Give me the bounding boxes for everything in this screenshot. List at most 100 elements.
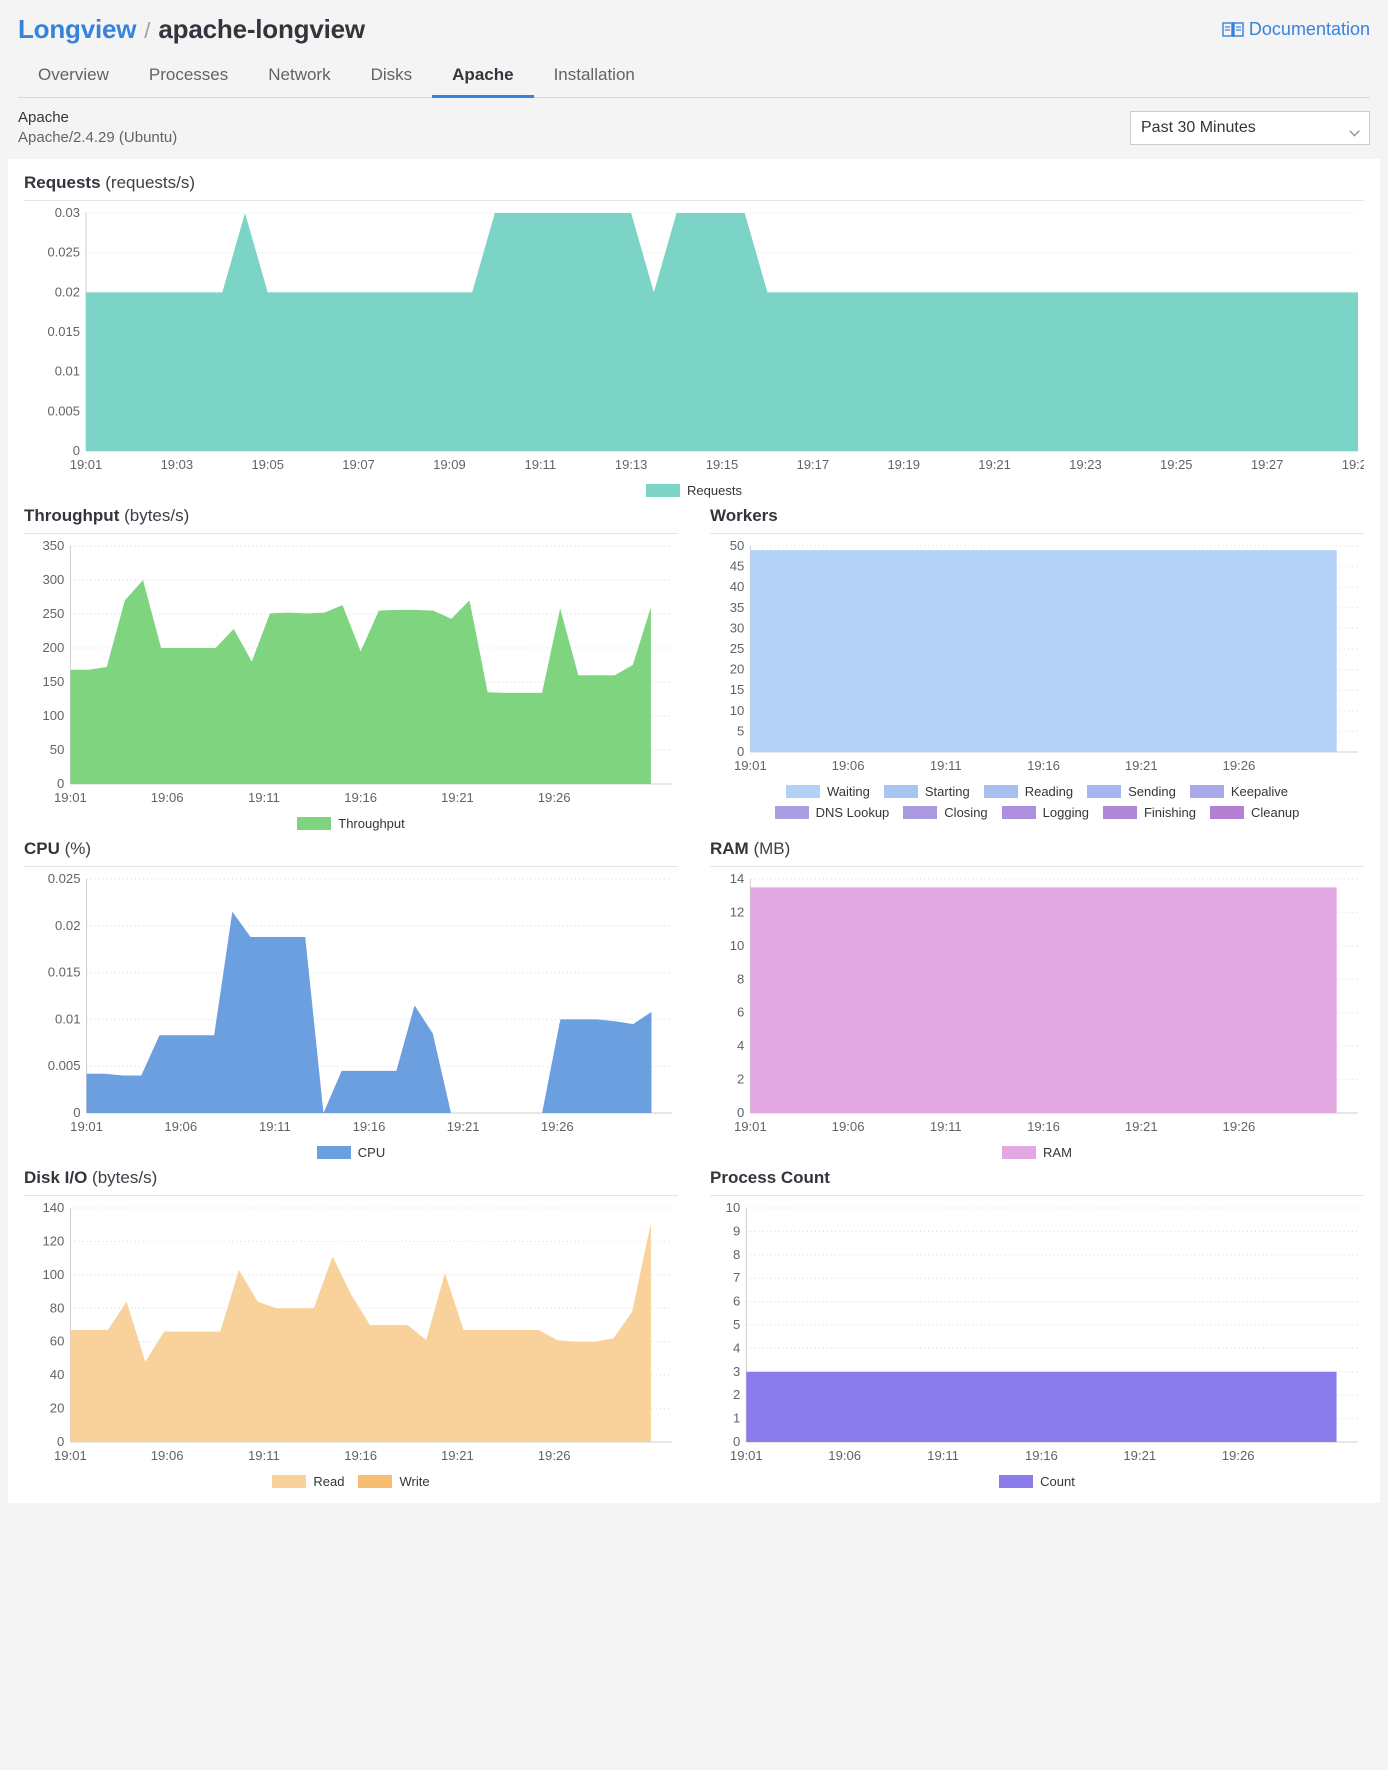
legend-swatch <box>883 784 918 798</box>
chart-workers-plot[interactable]: 0 5 10 15 20 25 30 35 40 45 50 19:01 19:06 19:11 19:16… <box>710 538 1364 778</box>
tab-network[interactable]: Network <box>248 57 350 98</box>
svg-text:5: 5 <box>733 1317 740 1332</box>
legend-item-cleanup[interactable]: Cleanup <box>1209 804 1300 820</box>
tab-processes[interactable]: Processes <box>129 57 248 98</box>
svg-text:9: 9 <box>733 1223 740 1238</box>
time-range-select[interactable]: Past 30 Minutes <box>1130 111 1370 146</box>
svg-text:19:06: 19:06 <box>151 790 184 805</box>
svg-text:19:26: 19:26 <box>1223 758 1256 773</box>
svg-text:40: 40 <box>730 579 745 594</box>
legend-swatch <box>297 816 332 830</box>
tab-disks[interactable]: Disks <box>351 57 433 98</box>
app-version: Apache/2.4.29 (Ubuntu) <box>18 129 178 147</box>
svg-text:19:21: 19:21 <box>447 1119 480 1134</box>
svg-text:0.025: 0.025 <box>47 244 80 259</box>
legend-label: Throughput <box>338 815 405 831</box>
chart-throughput: Throughput (bytes/s) 0 50 100 150 200 250 300 3… <box>8 498 694 831</box>
svg-text:19:26: 19:26 <box>541 1119 574 1134</box>
chart-process-count-plot[interactable]: 0 1 2 3 4 5 6 7 8 9 10 19:01 19:06 19:11 19:16 19:21 19:… <box>710 1200 1364 1468</box>
svg-text:100: 100 <box>42 1266 64 1281</box>
chart-requests-plot[interactable]: 0 0.005 0.01 0.015 0.02 0.025 0.03 19:01 19:03 19… <box>24 205 1364 477</box>
chart-throughput-legend: Throughput <box>24 816 678 831</box>
svg-text:30: 30 <box>730 620 745 635</box>
charts-panel: Requests (requests/s) 0 0.005 0.01 0.015 0.0… <box>8 158 1380 1503</box>
svg-text:19:26: 19:26 <box>1222 1448 1255 1463</box>
svg-text:19:05: 19:05 <box>251 457 284 472</box>
legend-item-dns-lookup[interactable]: DNS Lookup <box>774 805 889 820</box>
legend-swatch <box>1001 805 1036 819</box>
legend-item-ram[interactable]: RAM <box>1002 1145 1072 1160</box>
svg-text:19:11: 19:11 <box>927 1448 959 1463</box>
chart-process-count-title-text: Process Count <box>710 1167 830 1187</box>
svg-text:5: 5 <box>737 723 744 738</box>
legend-item-logging[interactable]: Logging <box>1001 805 1089 820</box>
svg-text:19:01: 19:01 <box>54 790 87 805</box>
chart-requests-title: Requests (requests/s) <box>24 173 1364 201</box>
legend-swatch <box>358 1474 393 1488</box>
legend-item-cpu[interactable]: CPU <box>316 1144 386 1160</box>
legend-item-write[interactable]: Write <box>358 1473 430 1489</box>
legend-item-reading[interactable]: Reading <box>983 784 1073 799</box>
legend-label: Waiting <box>827 783 870 799</box>
svg-text:20: 20 <box>730 661 745 676</box>
legend-label: Count <box>1040 1473 1075 1489</box>
svg-text:19:27: 19:27 <box>1251 457 1284 472</box>
svg-text:0: 0 <box>57 776 64 791</box>
legend-item-keepalive[interactable]: Keepalive <box>1189 784 1288 799</box>
breadcrumb-separator: / <box>144 18 151 43</box>
svg-text:19:16: 19:16 <box>1025 1448 1058 1463</box>
breadcrumb-root-link[interactable]: Longview <box>18 14 137 44</box>
svg-text:4: 4 <box>733 1340 740 1355</box>
chart-cpu-plot[interactable]: 0 0.005 0.01 0.015 0.02 0.025 19:01 19:06 19:11 1… <box>24 871 678 1139</box>
chart-requests-unit: (requests/s) <box>105 172 196 192</box>
tab-overview[interactable]: Overview <box>18 57 129 98</box>
time-range-value: Past 30 Minutes <box>1141 119 1256 137</box>
chart-throughput-title: Throughput (bytes/s) <box>24 506 678 534</box>
chart-throughput-plot[interactable]: 0 50 100 150 200 250 300 350 19:01 19:06 19:11 19:1… <box>24 538 678 810</box>
svg-text:19:26: 19:26 <box>538 790 571 805</box>
svg-text:19:06: 19:06 <box>164 1119 197 1134</box>
legend-item-starting[interactable]: Starting <box>883 783 970 799</box>
legend-label: Cleanup <box>1250 804 1300 820</box>
svg-text:19:07: 19:07 <box>342 457 375 472</box>
legend-item-closing[interactable]: Closing <box>903 805 988 820</box>
documentation-link[interactable]: Documentation <box>1222 19 1370 40</box>
chart-ram-plot[interactable]: 0 2 4 6 8 10 12 14 19:01 19:06 19:11 19:16 19:21 19:2… <box>710 871 1364 1139</box>
legend-item-waiting[interactable]: Waiting <box>786 784 870 799</box>
chart-ram-legend: RAM <box>710 1145 1364 1160</box>
legend-label: CPU <box>357 1144 386 1160</box>
svg-text:100: 100 <box>42 708 64 723</box>
chart-disk-io-title-text: Disk I/O <box>24 1167 88 1187</box>
legend-label: Starting <box>924 783 970 799</box>
svg-text:6: 6 <box>733 1293 740 1308</box>
legend-swatch <box>774 805 809 819</box>
svg-text:19:11: 19:11 <box>248 1448 280 1463</box>
svg-text:19:11: 19:11 <box>259 1119 291 1134</box>
legend-item-read[interactable]: Read <box>272 1474 344 1489</box>
page-title: apache-longview <box>158 14 365 44</box>
svg-text:19:21: 19:21 <box>441 1448 474 1463</box>
svg-text:0: 0 <box>737 1105 744 1120</box>
legend-swatch <box>786 784 821 798</box>
tab-installation[interactable]: Installation <box>534 57 655 98</box>
chart-disk-io-title: Disk I/O (bytes/s) <box>24 1168 678 1196</box>
svg-text:120: 120 <box>42 1233 64 1248</box>
legend-item-throughput[interactable]: Throughput <box>297 816 405 831</box>
svg-text:15: 15 <box>730 682 745 697</box>
tab-apache[interactable]: Apache <box>432 57 534 98</box>
svg-text:19:16: 19:16 <box>1027 1119 1060 1134</box>
chevron-down-icon[interactable] <box>1349 124 1360 137</box>
chart-disk-io-plot[interactable]: 0 20 40 60 80 100 120 140 19:01 19:06 19:11 19:16 19… <box>24 1200 678 1468</box>
legend-item-count[interactable]: Count <box>999 1474 1075 1489</box>
svg-text:0.01: 0.01 <box>55 363 80 378</box>
legend-item-sending[interactable]: Sending <box>1087 784 1176 799</box>
legend-label: Write <box>399 1473 430 1489</box>
chart-row-2: Throughput (bytes/s) 0 50 100 150 200 250 300 3… <box>8 498 1380 831</box>
legend-item-finishing[interactable]: Finishing <box>1102 804 1196 820</box>
chart-row-4: Disk I/O (bytes/s) 0 20 40 60 80 100 120 140 19:… <box>8 1160 1380 1489</box>
chart-cpu-title-text: CPU <box>24 838 60 858</box>
legend-label: Finishing <box>1143 804 1196 820</box>
chart-requests: Requests (requests/s) 0 0.005 0.01 0.015 0.0… <box>8 165 1380 498</box>
svg-text:19:11: 19:11 <box>930 758 962 773</box>
legend-item-requests[interactable]: Requests <box>646 483 742 498</box>
